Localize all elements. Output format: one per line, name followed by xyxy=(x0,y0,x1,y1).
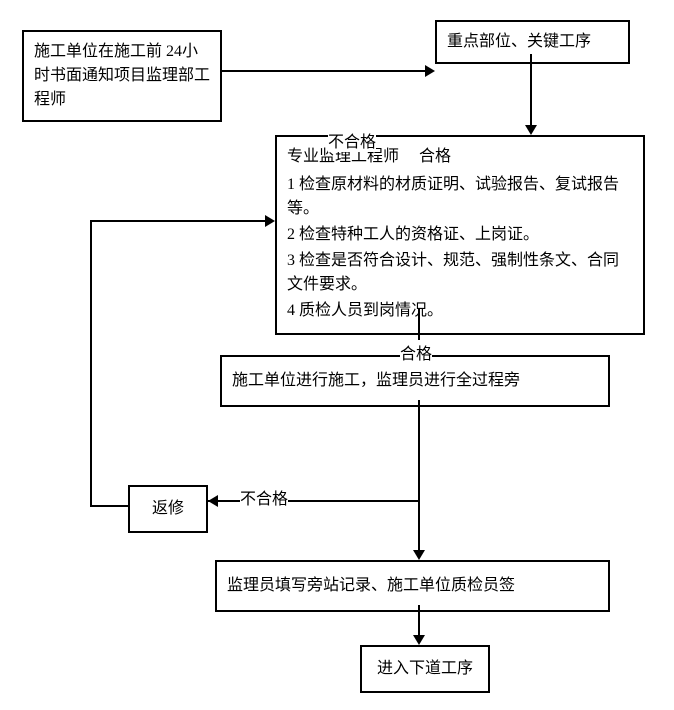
edge-n6-n7 xyxy=(418,605,420,638)
check-item-2: 2 检查特种工人的资格证、上岗证。 xyxy=(287,223,633,247)
node-record-sign: 监理员填写旁站记录、施工单位质检员签 xyxy=(215,560,610,612)
node-text: 施工单位进行施工，监理员进行全过程旁 xyxy=(232,372,520,389)
label-fail-left: 不合格 xyxy=(240,485,288,509)
check-item-1: 1 检查原材料的材质证明、试验报告、复试报告等。 xyxy=(287,173,633,221)
node-next-process: 进入下道工序 xyxy=(360,645,490,693)
label-pass-above-n4: 合格 xyxy=(400,340,432,364)
edge-n5-feedback-h2 xyxy=(90,220,268,222)
check-item-4: 4 质检人员到岗情况。 xyxy=(287,299,633,323)
edge-n2-n3 xyxy=(530,54,532,128)
header-right-label: 合格 xyxy=(419,148,451,165)
edge-n5-feedback-h1 xyxy=(90,505,130,507)
node-text: 重点部位、关键工序 xyxy=(447,33,591,50)
node-notify-engineer: 施工单位在施工前 24小时书面通知项目监理部工程师 xyxy=(22,30,222,122)
edge-n1-n2 xyxy=(222,70,427,72)
arrow-icon xyxy=(265,215,275,227)
node-text: 施工单位在施工前 24小时书面通知项目监理部工程师 xyxy=(34,43,210,108)
arrow-icon xyxy=(425,65,435,77)
node-text: 返修 xyxy=(152,500,184,517)
check-item-3: 3 检查是否符合设计、规范、强制性条文、合同文件要求。 xyxy=(287,249,633,297)
label-fail-top: 不合格 xyxy=(328,128,376,152)
arrow-icon xyxy=(413,635,425,645)
node-text: 进入下道工序 xyxy=(377,660,473,677)
node-rework: 返修 xyxy=(128,485,208,533)
node-key-parts: 重点部位、关键工序 xyxy=(435,20,630,64)
arrow-icon xyxy=(413,550,425,560)
node-engineer-check: 专业监理工程师 合格 1 检查原材料的材质证明、试验报告、复试报告等。 2 检查… xyxy=(275,135,645,335)
arrow-icon xyxy=(525,125,537,135)
edge-n4-down xyxy=(418,400,420,500)
edge-n5-feedback-v xyxy=(90,220,92,507)
node-text: 监理员填写旁站记录、施工单位质检员签 xyxy=(227,577,515,594)
edge-split-to-n6 xyxy=(418,500,420,553)
arrow-icon xyxy=(208,495,218,507)
